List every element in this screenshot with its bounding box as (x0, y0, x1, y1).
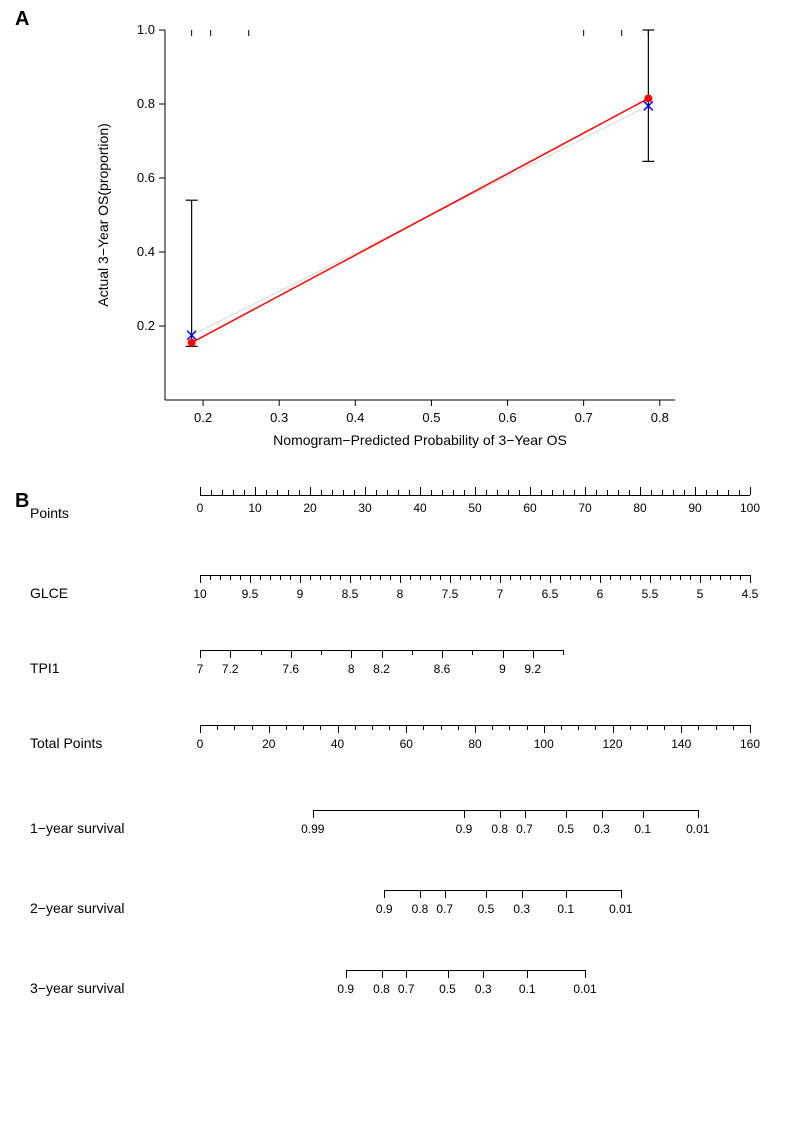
nomogram-row-label: 1−year survival (30, 820, 125, 836)
nomogram-axis-line (200, 575, 750, 576)
nomogram-row: Points0102030405060708090100 (30, 485, 760, 540)
nomogram-row: TPI177.27.688.28.699.2 (30, 640, 760, 695)
nomogram: Points0102030405060708090100 GLCE109.598.… (30, 480, 760, 1110)
nomogram-row-label: TPI1 (30, 660, 60, 676)
svg-text:0.3: 0.3 (270, 410, 288, 425)
svg-text:0.5: 0.5 (422, 410, 440, 425)
nomogram-row-label: 3−year survival (30, 980, 125, 996)
panel-a-label: A (15, 8, 29, 31)
svg-text:1.0: 1.0 (137, 22, 155, 37)
nomogram-axis-line (313, 810, 698, 811)
svg-text:0.7: 0.7 (575, 410, 593, 425)
nomogram-axis-line (200, 495, 750, 496)
svg-text:0.2: 0.2 (194, 410, 212, 425)
svg-text:0.2: 0.2 (137, 318, 155, 333)
svg-text:0.8: 0.8 (137, 96, 155, 111)
nomogram-row: 3−year survival0.90.80.70.50.30.10.01 (30, 960, 760, 1015)
svg-text:0.6: 0.6 (498, 410, 516, 425)
nomogram-row: Total Points020406080100120140160 (30, 715, 760, 770)
panel-b-label: B (15, 490, 29, 513)
calibration-plot: 0.2 0.3 0.4 0.5 0.6 0.7 0.8 0.2 0.4 0.6 0.8 1.0 Nomo… (90, 15, 690, 455)
nomogram-row-label: Points (30, 505, 69, 521)
svg-text:Actual 3−Year OS(proportion): Actual 3−Year OS(proportion) (95, 123, 111, 307)
calibration-svg: 0.2 0.3 0.4 0.5 0.6 0.7 0.8 0.2 0.4 0.6 0.8 1.0 Nomo… (90, 15, 690, 455)
nomogram-row: 2−year survival0.90.80.70.50.30.10.01 (30, 880, 760, 935)
nomogram-row-label: GLCE (30, 585, 68, 601)
nomogram-row: 1−year survival0.990.90.80.70.50.30.10.0… (30, 800, 760, 855)
svg-text:Nomogram−Predicted Probability: Nomogram−Predicted Probability of 3−Year… (273, 432, 567, 448)
svg-text:0.4: 0.4 (346, 410, 364, 425)
nomogram-row-label: Total Points (30, 735, 102, 751)
nomogram-row: GLCE109.598.587.576.565.554.5 (30, 565, 760, 620)
svg-text:0.4: 0.4 (137, 244, 155, 259)
svg-text:0.6: 0.6 (137, 170, 155, 185)
svg-text:0.8: 0.8 (651, 410, 669, 425)
figure-container: A 0.2 0.3 0.4 0.5 0.6 0.7 0.8 0.2 0.4 0.6 0.8 1.0 No… (0, 0, 786, 1127)
nomogram-row-label: 2−year survival (30, 900, 125, 916)
